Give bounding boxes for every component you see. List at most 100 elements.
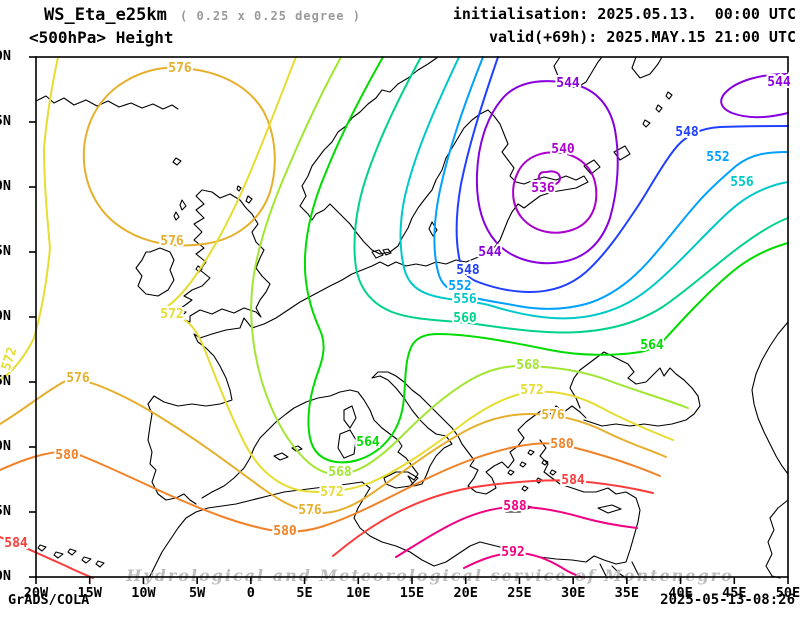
longitude-tick-label: 15W — [77, 585, 102, 601]
contour-548 — [455, 56, 789, 293]
contour-label-576: 576 — [168, 61, 192, 76]
coast-ireland — [135, 247, 175, 297]
contour-label-544: 544 — [767, 75, 791, 90]
longitude-tick-label: 25E — [507, 585, 532, 601]
contour-label-592: 592 — [501, 545, 524, 560]
contour-580 — [0, 442, 661, 533]
contour-584-southwest — [0, 536, 94, 579]
contour-label-536: 536 — [531, 181, 555, 196]
coast-sardinia — [337, 429, 357, 459]
latitude-tick-label: 50N — [0, 308, 11, 324]
map-frame — [29, 56, 789, 584]
longitude-tick-label: 5W — [189, 585, 206, 601]
coast-lakes-ladoga-onega — [583, 91, 673, 175]
contour-label-556: 556 — [730, 175, 754, 190]
contour-544-low — [475, 80, 619, 265]
contour-label-580: 580 — [273, 524, 297, 539]
contour-label-572: 572 — [320, 485, 343, 500]
watermark: Hydrological and Meteorological service … — [125, 566, 734, 585]
contour-label-572: 572 — [160, 307, 183, 322]
contour-label-588: 588 — [503, 499, 527, 514]
creation-timestamp: 2025-05-13-08:26 — [660, 592, 795, 608]
contour-label-552: 552 — [706, 150, 729, 165]
contour-label-576: 576 — [541, 408, 565, 423]
coast-aegean-isles — [507, 449, 557, 492]
contour-label-540: 540 — [551, 142, 575, 157]
contour-label-552: 552 — [448, 279, 471, 294]
coast-turkey-levant-africa — [146, 439, 641, 579]
contour-572-main — [162, 56, 674, 493]
height-contours — [0, 56, 789, 579]
contour-label-556: 556 — [453, 292, 477, 307]
contour-label-572: 572 — [0, 345, 20, 372]
longitude-tick-label: 10E — [346, 585, 371, 601]
contour-536-low — [537, 170, 561, 187]
coast-mediterranean-north — [201, 371, 587, 499]
coast-balearics — [273, 445, 303, 461]
longitude-tick-label: 50E — [775, 585, 800, 601]
longitude-tick-label: 20E — [453, 585, 478, 601]
contour-label-580: 580 — [550, 437, 574, 452]
latitude-tick-label: 60N — [0, 178, 11, 194]
contour-label-584: 584 — [561, 473, 585, 488]
latitude-tick-label: 45N — [0, 373, 11, 389]
contour-544-northeast — [720, 73, 789, 119]
longitude-tick-label: 5E — [296, 585, 313, 601]
valid-time: valid(+69h): 2025.MAY.15 21:00 UTC — [488, 28, 796, 46]
coast-persian-gulf — [765, 499, 789, 579]
coast-corsica — [343, 405, 357, 429]
coast-crete — [503, 503, 533, 513]
coast-sicily — [383, 471, 419, 489]
contour-540-low — [512, 151, 598, 234]
coast-denmark-isles — [371, 248, 392, 259]
contour-label-548: 548 — [456, 263, 480, 278]
grid-resolution: ( 0.25 x 0.25 degree ) — [180, 9, 361, 23]
coast-atlantic-isles — [37, 544, 105, 568]
longitude-tick-label: 45E — [722, 585, 747, 601]
contour-label-576: 576 — [66, 371, 90, 386]
coast-scandinavia-baltic — [147, 56, 589, 505]
contour-572-west — [0, 56, 59, 381]
contour-label-564: 564 — [356, 435, 380, 450]
longitude-tick-label: 35E — [614, 585, 640, 601]
contour-label-584: 584 — [4, 536, 28, 551]
latitude-tick-label: 30N — [0, 568, 11, 584]
coast-iceland — [35, 95, 179, 110]
longitude-tick-label: 15E — [399, 585, 425, 601]
contour-556 — [399, 56, 789, 320]
contour-592 — [463, 551, 585, 579]
latitude-tick-label: 35N — [0, 503, 11, 519]
contour-label-568: 568 — [328, 465, 352, 480]
longitude-tick-label: 30E — [560, 585, 586, 601]
coast-whitesea — [553, 56, 663, 89]
latitude-tick-label: 40N — [0, 438, 11, 454]
coast-britain — [175, 189, 271, 323]
contour-584-main — [332, 479, 654, 557]
contour-label-576: 576 — [160, 234, 184, 249]
coast-faroe — [172, 157, 182, 166]
contour-label-580: 580 — [55, 448, 79, 463]
contour-576-south — [0, 378, 667, 514]
coastlines — [35, 56, 789, 579]
latitude-tick-label: 55N — [0, 243, 11, 259]
contour-552 — [433, 56, 789, 310]
contour-588 — [395, 505, 638, 558]
coast-cyprus — [597, 504, 622, 514]
field-title: <500hPa> Height — [29, 28, 174, 47]
contour-label-548: 548 — [675, 125, 699, 140]
longitude-tick-label: 0 — [246, 585, 255, 601]
grads-credit: GrADS/COLA — [8, 592, 90, 608]
latitude-tick-label: 65N — [0, 113, 11, 129]
longitude-tick-label: 10W — [131, 585, 156, 601]
contour-label-576: 576 — [298, 503, 322, 518]
coast-shetland — [236, 185, 253, 204]
coast-caspian — [751, 321, 789, 475]
axis-tick-marks — [29, 56, 789, 584]
coast-blacksea — [569, 351, 701, 427]
contour-label-544: 544 — [478, 245, 502, 260]
model-title: WS_Eta_e25km — [44, 5, 167, 25]
latitude-tick-label: 70N — [0, 48, 11, 64]
contour-564 — [303, 56, 789, 464]
contour-label-564: 564 — [640, 338, 664, 353]
